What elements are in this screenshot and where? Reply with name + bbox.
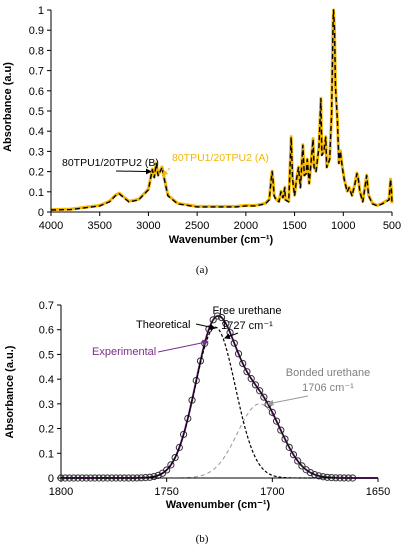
panel-a-x-tick-label: 500 xyxy=(383,220,401,232)
panel-b-y-tick-label: 0.7 xyxy=(39,300,54,312)
experimental-point xyxy=(243,368,251,376)
panel-a-y-tick-label: 0.6 xyxy=(29,86,44,98)
panel-a-y-tick-label: 0.1 xyxy=(29,187,44,199)
experimental-point xyxy=(184,414,192,423)
panel-a-y-tick-label: 1 xyxy=(38,5,44,17)
panel-a-x-tick-label: 3000 xyxy=(136,220,160,232)
panel-b-y-tick-label: 0.4 xyxy=(39,374,54,386)
panel-a-x-tick-label: 1000 xyxy=(331,220,355,232)
experimental-point xyxy=(289,451,298,459)
experimental-label: Experimental xyxy=(92,346,156,358)
panel-a-y-tick-label: 0.9 xyxy=(29,25,44,37)
panel-b-chart: 00.10.20.30.40.50.60.7 1800 1750 1700 1650 … xyxy=(4,300,390,545)
experimental-point xyxy=(171,453,179,462)
bonded-urethane-label: Bonded urethane xyxy=(286,367,370,379)
annotation-a-label: 80TPU1/20TPU2 (A) xyxy=(172,152,269,164)
panel-b-y-axis-title: Absorbance (a.u.) xyxy=(4,345,16,438)
experimental-point xyxy=(294,457,302,465)
bonded-urethane-wavenumber: 1706 cm⁻¹ xyxy=(302,382,354,394)
experimental-point xyxy=(209,316,217,324)
theoretical-arrow xyxy=(195,323,216,331)
experimental-point xyxy=(251,381,260,389)
panel-b-x-tick-label: 1800 xyxy=(49,486,73,498)
bonded-urethane-arrow xyxy=(267,395,309,406)
panel-a-x-axis-title: Wavenumber (cm⁻¹) xyxy=(169,234,274,246)
experimental-point xyxy=(175,443,183,452)
annotation-b-arrow xyxy=(115,168,152,175)
experimental-point xyxy=(163,466,171,474)
experimental-point xyxy=(239,359,247,368)
experimental-point xyxy=(230,339,238,347)
experimental-point xyxy=(260,393,268,401)
panel-a-x-tick-label: 1500 xyxy=(282,220,306,232)
panel-b-x-tick-label: 1700 xyxy=(260,486,284,498)
experimental-point xyxy=(256,387,264,395)
experimental-arrow xyxy=(157,339,209,353)
experimental-point xyxy=(192,376,200,385)
panel-b-y-tick-label: 0.5 xyxy=(39,349,54,361)
experimental-point xyxy=(298,462,306,470)
panel-b-y-tick-label: 0.1 xyxy=(39,448,54,460)
panel-a-x-tick-label: 3500 xyxy=(87,220,111,232)
series-80tpu1-20tpu2-b xyxy=(50,9,393,211)
panel-b-x-axis-title: Wavenumber (cm⁻¹) xyxy=(166,499,271,511)
annotation-a-arrow xyxy=(161,167,171,177)
experimental-point xyxy=(188,396,196,404)
panel-b-caption: (b) xyxy=(196,533,209,545)
series-theoretical xyxy=(61,315,353,479)
experimental-point xyxy=(272,417,281,425)
free-urethane-label: Free urethane xyxy=(212,305,281,317)
panel-b-y-tick-label: 0.3 xyxy=(39,399,54,411)
panel-a-y-tick-label: 0 xyxy=(38,207,44,219)
annotation-b-label: 80TPU1/20TPU2 (B) xyxy=(62,157,159,169)
panel-b-x-tick-label: 1750 xyxy=(154,486,178,498)
experimental-point xyxy=(268,408,276,416)
panel-b-y-tick-label: 0.2 xyxy=(39,424,54,436)
experimental-point xyxy=(315,472,323,480)
experimental-point xyxy=(222,319,230,328)
series-experimental xyxy=(61,314,378,479)
free-urethane-wavenumber: 1727 cm⁻¹ xyxy=(221,320,273,332)
experimental-point xyxy=(179,430,188,439)
experimental-point xyxy=(319,473,327,481)
panel-a-y-tick-label: 0.7 xyxy=(29,66,44,78)
panel-a-x-tick-label: 4000 xyxy=(39,220,63,232)
panel-a-chart: 0 0.1 0.2 0.3 0.4 0.5 0.6 0.7 0.8 0.9 1 4000 3500 30… xyxy=(2,5,401,276)
experimental-point xyxy=(213,312,221,320)
panel-a-x-tick-label: 2500 xyxy=(185,220,209,232)
experimental-point xyxy=(277,426,285,434)
panel-a-x-tick-label: 2000 xyxy=(234,220,258,232)
panel-a-y-tick-label: 0.2 xyxy=(29,167,44,179)
experimental-point xyxy=(306,468,314,477)
panel-a-y-tick-label: 0.5 xyxy=(29,106,44,118)
panel-a-y-tick-label: 0.8 xyxy=(29,45,44,57)
panel-b-y-tick-label: 0.6 xyxy=(39,325,54,337)
series-80tpu1-20tpu2-a xyxy=(50,8,394,212)
panel-a-y-tick-label: 0.4 xyxy=(29,126,44,138)
series-bonded-urethane xyxy=(61,403,353,479)
panel-a-caption: (a) xyxy=(196,264,209,276)
experimental-point xyxy=(218,313,226,322)
experimental-point xyxy=(234,350,243,358)
experimental-point xyxy=(196,357,205,365)
experimental-point xyxy=(167,461,175,469)
experimental-point xyxy=(281,435,289,443)
free-urethane-arrow xyxy=(224,332,239,339)
theoretical-label: Theoretical xyxy=(136,319,190,331)
panel-a-y-axis-title: Absorbance (a.u) xyxy=(2,62,14,152)
panel-b-x-tick-label: 1650 xyxy=(366,486,390,498)
panel-b-y-tick-label: 0 xyxy=(48,473,54,485)
experimental-point xyxy=(247,375,255,383)
experimental-point xyxy=(285,443,293,451)
panel-a-y-tick-label: 0.3 xyxy=(29,146,44,158)
